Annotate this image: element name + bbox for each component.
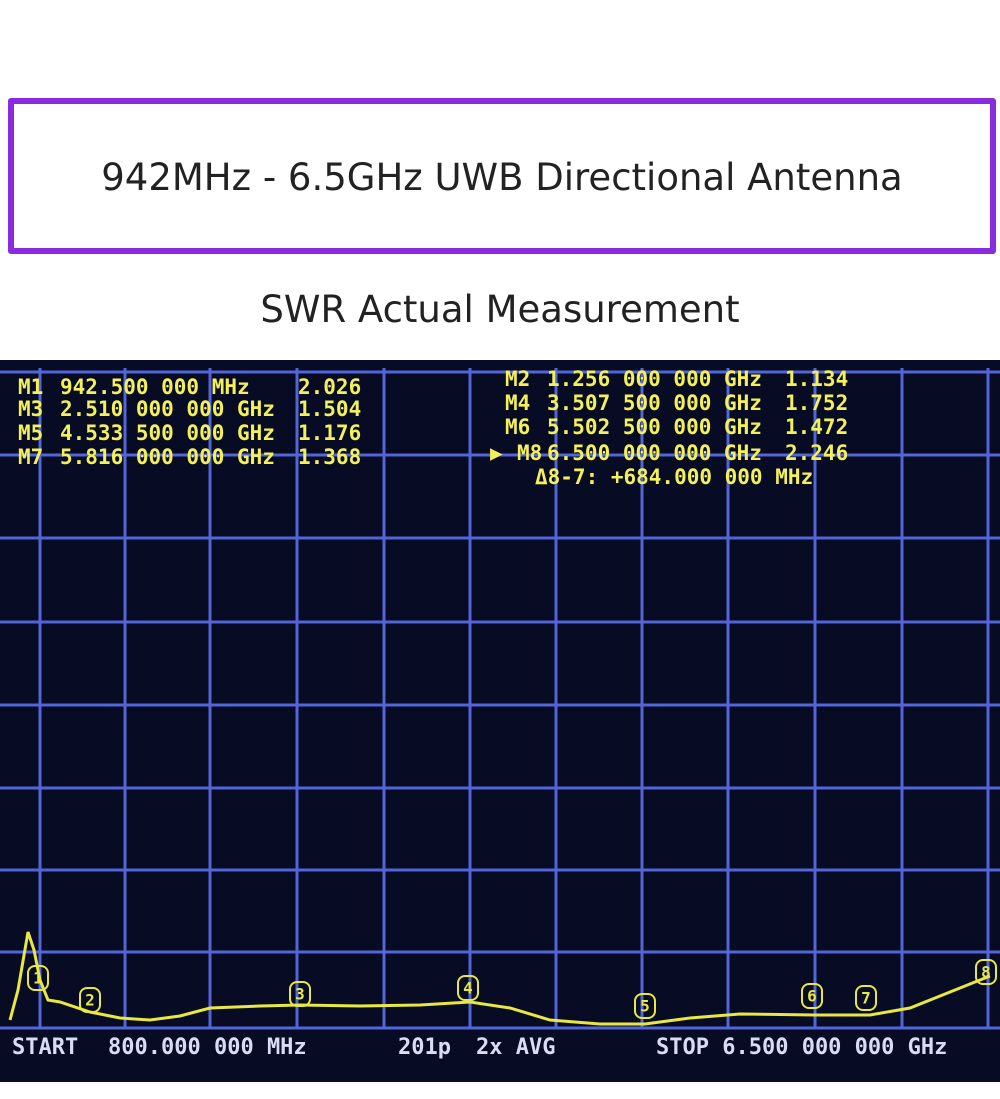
marker-swr: 1.752 <box>785 391 848 415</box>
marker-bubble <box>975 959 997 985</box>
marker-number: 1 <box>33 969 43 988</box>
marker-number: 8 <box>981 963 991 982</box>
marker-swr: 1.368 <box>298 445 361 469</box>
marker-label: M8 <box>517 441 542 465</box>
marker-label: M7 <box>18 445 43 469</box>
marker-frequency: 1.256 000 000 GHz <box>547 367 762 391</box>
footer-average: 2x AVG <box>476 1035 555 1060</box>
title: 942MHz - 6.5GHz UWB Directional Antenna <box>101 156 903 199</box>
title-box: 942MHz - 6.5GHz UWB Directional Antenna <box>8 98 996 254</box>
marker-swr: 1.176 <box>298 421 361 445</box>
screen-bg <box>0 360 1000 1082</box>
footer-start-frequency: 800.000 000 MHz <box>108 1035 307 1060</box>
marker-swr: 1.472 <box>785 415 848 439</box>
marker-label: M3 <box>18 397 43 421</box>
marker-frequency: 942.500 000 MHz <box>60 375 250 399</box>
marker-label: M1 <box>18 375 43 399</box>
analyzer-screen: 12 3 456 78 ▶ Δ8-7: +684.000 000 MHz START … <box>0 360 1000 1082</box>
marker-bubble <box>855 985 877 1011</box>
marker-frequency: 4.533 500 000 GHz <box>60 421 275 445</box>
footer-stop: STOP 6.500 000 000 GHz <box>656 1035 947 1060</box>
marker-swr: 2.246 <box>785 441 848 465</box>
marker-label: M4 <box>505 391 530 415</box>
marker-number: 7 <box>861 989 871 1008</box>
footer-start: START <box>12 1035 78 1060</box>
marker-swr: 2.026 <box>298 375 361 399</box>
marker-bubble <box>289 981 311 1007</box>
marker-number: 6 <box>807 987 817 1006</box>
marker-bubble <box>27 965 49 991</box>
marker-bubble <box>634 993 656 1019</box>
marker-frequency: 2.510 000 000 GHz <box>60 397 275 421</box>
marker-bubble <box>801 983 823 1009</box>
subtitle: SWR Actual Measurement <box>260 288 740 331</box>
marker-bubble <box>457 975 479 1001</box>
marker-number: 3 <box>295 985 305 1004</box>
marker-frequency: 3.507 500 000 GHz <box>547 391 762 415</box>
footer-points: 201p <box>398 1035 451 1060</box>
active-marker-arrow: ▶ <box>490 441 503 465</box>
grid <box>0 368 1000 1030</box>
marker-number: 4 <box>463 979 473 998</box>
marker-bubble <box>79 987 101 1013</box>
marker-swr: 1.134 <box>785 367 848 391</box>
marker-swr: 1.504 <box>298 397 361 421</box>
trace-markers: 1 2 3 4 5 6 7 8 <box>27 959 997 1019</box>
marker-label: M5 <box>18 421 43 445</box>
marker-label: M6 <box>505 415 530 439</box>
marker-number: 5 <box>640 997 650 1016</box>
marker-number: 2 <box>85 991 95 1010</box>
marker-frequency: 6.500 000 000 GHz <box>547 441 762 465</box>
marker-label: M2 <box>505 367 530 391</box>
marker-frequency: 5.816 000 000 GHz <box>60 445 275 469</box>
delta-readout: Δ8-7: +684.000 000 MHz <box>535 465 813 489</box>
marker-frequency: 5.502 500 000 GHz <box>547 415 762 439</box>
